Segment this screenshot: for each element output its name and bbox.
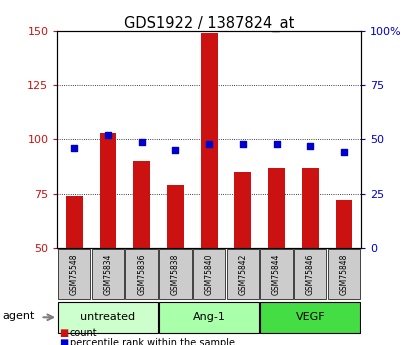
Text: GSM75836: GSM75836 — [137, 253, 146, 295]
Text: GSM75842: GSM75842 — [238, 253, 247, 295]
FancyBboxPatch shape — [327, 249, 359, 299]
FancyBboxPatch shape — [159, 249, 191, 299]
Point — [138, 139, 145, 145]
Text: VEGF: VEGF — [295, 312, 324, 322]
Text: ■: ■ — [59, 338, 69, 345]
FancyBboxPatch shape — [159, 302, 258, 333]
Text: GSM75844: GSM75844 — [271, 253, 280, 295]
Point — [172, 148, 178, 153]
FancyBboxPatch shape — [58, 249, 90, 299]
Text: percentile rank within the sample: percentile rank within the sample — [70, 338, 234, 345]
FancyBboxPatch shape — [260, 249, 292, 299]
Bar — [166, 185, 183, 248]
Text: GSM75846: GSM75846 — [305, 253, 314, 295]
Point — [205, 141, 212, 147]
FancyBboxPatch shape — [226, 249, 258, 299]
Bar — [99, 133, 116, 248]
Text: GSM75834: GSM75834 — [103, 253, 112, 295]
Bar — [301, 168, 318, 248]
Bar — [200, 33, 217, 248]
Text: agent: agent — [2, 311, 34, 321]
Text: GSM75548: GSM75548 — [70, 253, 79, 295]
Bar — [133, 161, 150, 248]
FancyBboxPatch shape — [92, 249, 124, 299]
Point — [340, 150, 346, 155]
FancyBboxPatch shape — [58, 302, 157, 333]
Bar — [267, 168, 284, 248]
Text: GDS1922 / 1387824_at: GDS1922 / 1387824_at — [124, 16, 294, 32]
FancyBboxPatch shape — [125, 249, 157, 299]
Bar — [234, 172, 251, 248]
FancyBboxPatch shape — [193, 249, 225, 299]
FancyBboxPatch shape — [293, 249, 326, 299]
Bar — [335, 200, 351, 248]
Text: GSM75840: GSM75840 — [204, 253, 213, 295]
Text: ■: ■ — [59, 328, 69, 337]
Text: Ang-1: Ang-1 — [192, 312, 225, 322]
Text: GSM75838: GSM75838 — [171, 253, 180, 295]
Bar — [66, 196, 83, 248]
Text: GSM75848: GSM75848 — [339, 253, 348, 295]
Point — [306, 143, 313, 149]
Point — [71, 145, 77, 151]
FancyBboxPatch shape — [260, 302, 359, 333]
Point — [104, 132, 111, 138]
Text: untreated: untreated — [80, 312, 135, 322]
Point — [239, 141, 245, 147]
Text: count: count — [70, 328, 97, 337]
Point — [272, 141, 279, 147]
